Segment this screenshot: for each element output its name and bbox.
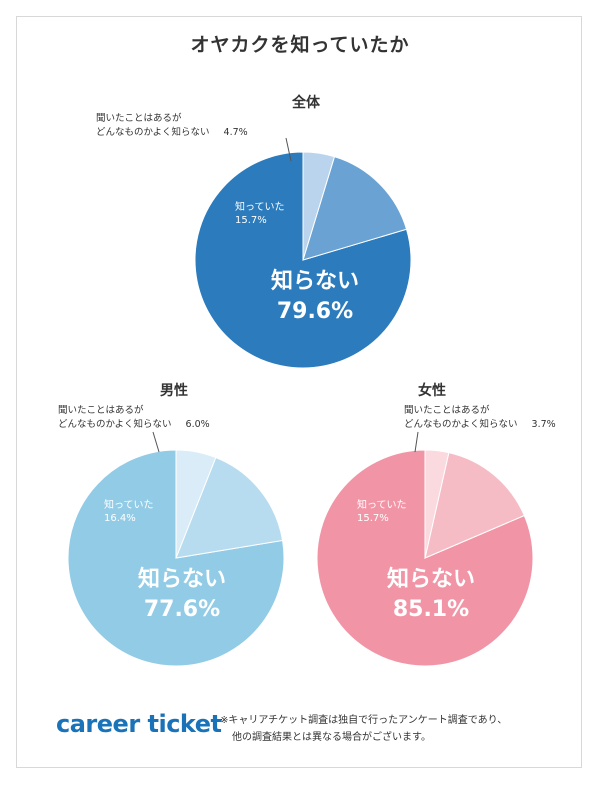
chart-title-all: 全体 <box>292 95 320 111</box>
note-all: 聞いたことはあるが どんなものかよく知らない 4.7% <box>96 112 248 140</box>
pie-slice-0-2 <box>302 151 336 261</box>
pie-value-mid-0: 15.7% <box>235 215 267 226</box>
pie-slice-0-1 <box>302 156 408 261</box>
footnote: ※キャリアチケット調査は独自で行ったアンケート調査であり、 他の調査結果とは異な… <box>220 712 507 746</box>
pie-label-main-0: 知らない <box>271 268 359 294</box>
note-male: 聞いたことはあるが どんなものかよく知らない 6.0% <box>58 404 210 432</box>
pie-label-main-2: 知らない <box>387 566 475 592</box>
footnote-line1: ※キャリアチケット調査は独自で行ったアンケート調査であり、 <box>220 715 508 726</box>
pie-label-mid-0: 知っていた <box>235 200 285 213</box>
pie-slice-1-1 <box>175 456 284 559</box>
pie-slice-1-2 <box>175 449 217 559</box>
note-female: 聞いたことはあるが どんなものかよく知らない 3.7% <box>404 404 556 432</box>
pie-slice-2-1 <box>424 452 525 559</box>
pie-slice-2-0 <box>316 449 534 667</box>
note-male-line2: どんなものかよく知らない <box>58 419 172 430</box>
footnote-line2: 他の調査結果とは異なる場合がございます。 <box>232 732 431 743</box>
page-title: オヤカクを知っていたか <box>190 34 410 56</box>
pie-label-mid-2: 知っていた <box>357 498 407 511</box>
pie-value-mid-1: 16.4% <box>104 513 136 524</box>
note-male-line1: 聞いたことはあるが <box>58 405 144 416</box>
career-ticket-logo: career ticket <box>56 710 222 738</box>
pie-chart-male: 知らない 77.6% 知っていた 16.4% <box>67 449 285 667</box>
note-all-line2: どんなものかよく知らない <box>96 127 210 138</box>
note-all-line1: 聞いたことはあるが <box>96 113 182 124</box>
chart-title-male: 男性 <box>160 383 188 399</box>
leader-line-all <box>285 137 292 162</box>
note-female-line2: どんなものかよく知らない <box>404 419 518 430</box>
pie-value-main-0: 79.6% <box>277 299 353 324</box>
pie-value-main-1: 77.6% <box>144 597 220 622</box>
pie-chart-female: 知らない 85.1% 知っていた 15.7% <box>316 449 534 667</box>
pie-chart-all: 知らない 79.6% 知っていた 15.7% <box>194 151 412 369</box>
note-female-line1: 聞いたことはあるが <box>404 405 490 416</box>
note-all-value: 4.7% <box>223 127 248 138</box>
pie-value-main-2: 85.1% <box>393 597 469 622</box>
pie-label-main-1: 知らない <box>138 566 226 592</box>
note-male-value: 6.0% <box>185 419 210 430</box>
leader-line-male <box>152 431 160 453</box>
chart-title-female: 女性 <box>418 383 446 399</box>
pie-label-mid-1: 知っていた <box>104 498 154 511</box>
pie-slice-2-2 <box>424 449 450 559</box>
pie-slice-1-0 <box>67 449 285 667</box>
pie-value-mid-2: 15.7% <box>357 513 389 524</box>
note-female-value: 3.7% <box>531 419 556 430</box>
leader-line-female <box>414 431 419 453</box>
